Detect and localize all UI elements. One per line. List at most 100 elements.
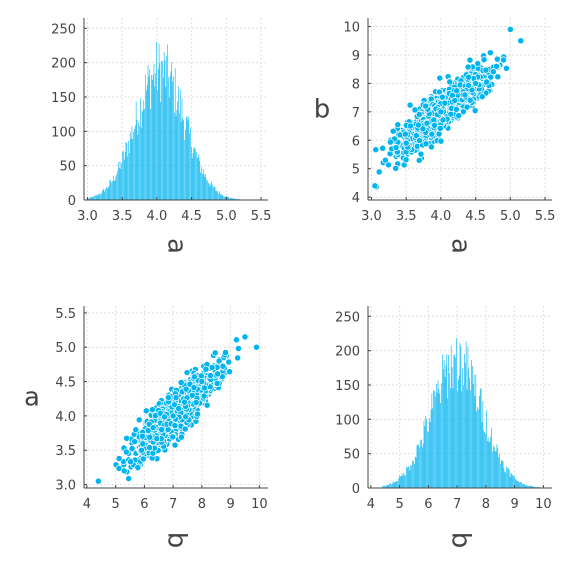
scatter-point (412, 132, 420, 140)
histogram-bar (434, 391, 435, 488)
histogram-bar (479, 389, 481, 488)
histogram-bar (506, 466, 507, 488)
x-tick-label: 3.5 (112, 209, 133, 224)
histogram-bar (448, 355, 449, 488)
scatter-point (461, 91, 469, 99)
histogram-bar (409, 470, 411, 488)
histogram-bar (110, 179, 111, 200)
histogram-bar (179, 89, 181, 200)
histogram-bar (163, 51, 165, 200)
scatter-point (172, 394, 180, 402)
histogram-bar (224, 196, 225, 200)
histogram-bar (230, 198, 231, 200)
histogram-bar (136, 119, 138, 200)
histogram-bar (533, 486, 535, 488)
histogram-bar (155, 73, 156, 200)
histogram-bar (207, 183, 209, 200)
scatter-point (225, 358, 233, 366)
histogram-bar (234, 198, 235, 200)
histogram-bar (191, 157, 193, 200)
histogram-bar (527, 485, 528, 488)
scatter-point (392, 164, 400, 172)
scatter-point (214, 370, 222, 378)
scatter-point (401, 130, 409, 138)
histogram-bar (414, 463, 415, 488)
histogram-bar (152, 74, 154, 200)
scatter-point (389, 127, 397, 135)
histogram-bar (385, 486, 386, 488)
scatter-point (234, 354, 242, 362)
histogram-bar (529, 485, 530, 488)
histogram-bar (222, 195, 224, 200)
scatter-point (94, 477, 102, 485)
histogram-bar (418, 444, 420, 488)
histogram-bar (194, 147, 195, 200)
histogram-bar (212, 184, 213, 200)
histogram-bar (106, 186, 107, 200)
y-tick-label: 0 (352, 482, 360, 497)
scatter-point (517, 37, 525, 45)
histogram-bar (493, 447, 495, 488)
scatter-point (436, 124, 444, 132)
histogram-bar (396, 481, 398, 488)
histogram-bar (456, 338, 457, 488)
scatter-point (381, 156, 389, 164)
histogram-bar (406, 466, 407, 488)
histogram-bar (387, 484, 389, 488)
histogram-bar (429, 421, 431, 488)
histogram-bar (440, 403, 441, 488)
histogram-bar (455, 357, 456, 488)
histogram-bar (100, 194, 101, 200)
histogram-bar (501, 460, 503, 488)
scatter-point (120, 467, 128, 475)
histogram-bar (515, 479, 516, 488)
scatter-point (161, 413, 168, 421)
histogram-bar (89, 197, 90, 200)
histogram-bar (94, 195, 95, 200)
histogram-bar (134, 128, 135, 200)
y-tick-label: 50 (59, 160, 76, 175)
histogram-bar (91, 196, 93, 200)
histogram-bar (151, 74, 152, 200)
scatter-point (200, 392, 208, 400)
scatter-point (132, 426, 140, 434)
histogram-bar (498, 457, 499, 488)
scatter-point (451, 97, 459, 104)
scatter-point (478, 93, 486, 101)
histogram-bar (173, 76, 174, 200)
histogram-bar (410, 464, 412, 488)
histogram-bar (154, 86, 156, 200)
histogram-bar (169, 75, 171, 200)
histogram-bar (503, 468, 505, 488)
histogram-bar (115, 176, 117, 200)
histogram-bar (446, 354, 448, 488)
scatter-point (423, 119, 431, 127)
histogram-bar (496, 444, 498, 488)
y-tick-label: 150 (51, 91, 76, 106)
histogram-bar (530, 485, 532, 488)
histogram-bar (535, 486, 536, 488)
histogram-bar (415, 457, 417, 488)
histogram-bar (394, 482, 396, 488)
histogram-bar (167, 44, 168, 201)
histogram-bar (490, 436, 492, 488)
histogram-bar (150, 108, 151, 200)
histogram-bar (124, 152, 126, 200)
scatter-point (500, 56, 507, 64)
scatter-point (411, 106, 419, 114)
scatter-point (198, 378, 206, 385)
y-tick-label: 5.0 (55, 341, 76, 356)
histogram-bar (106, 187, 108, 200)
histogram-bar (435, 383, 437, 488)
histogram-bar (404, 474, 405, 488)
histogram-bar (195, 149, 196, 200)
y-tick-label: 6 (352, 134, 360, 149)
histogram-bar (471, 359, 472, 488)
scatter-point (447, 110, 455, 118)
scatter-point (406, 122, 414, 130)
histogram-bar (231, 197, 233, 200)
scatter-point (206, 372, 214, 380)
x-tick-label: 8 (482, 497, 490, 512)
histogram-bar (417, 444, 419, 488)
histogram-bar (163, 77, 164, 200)
